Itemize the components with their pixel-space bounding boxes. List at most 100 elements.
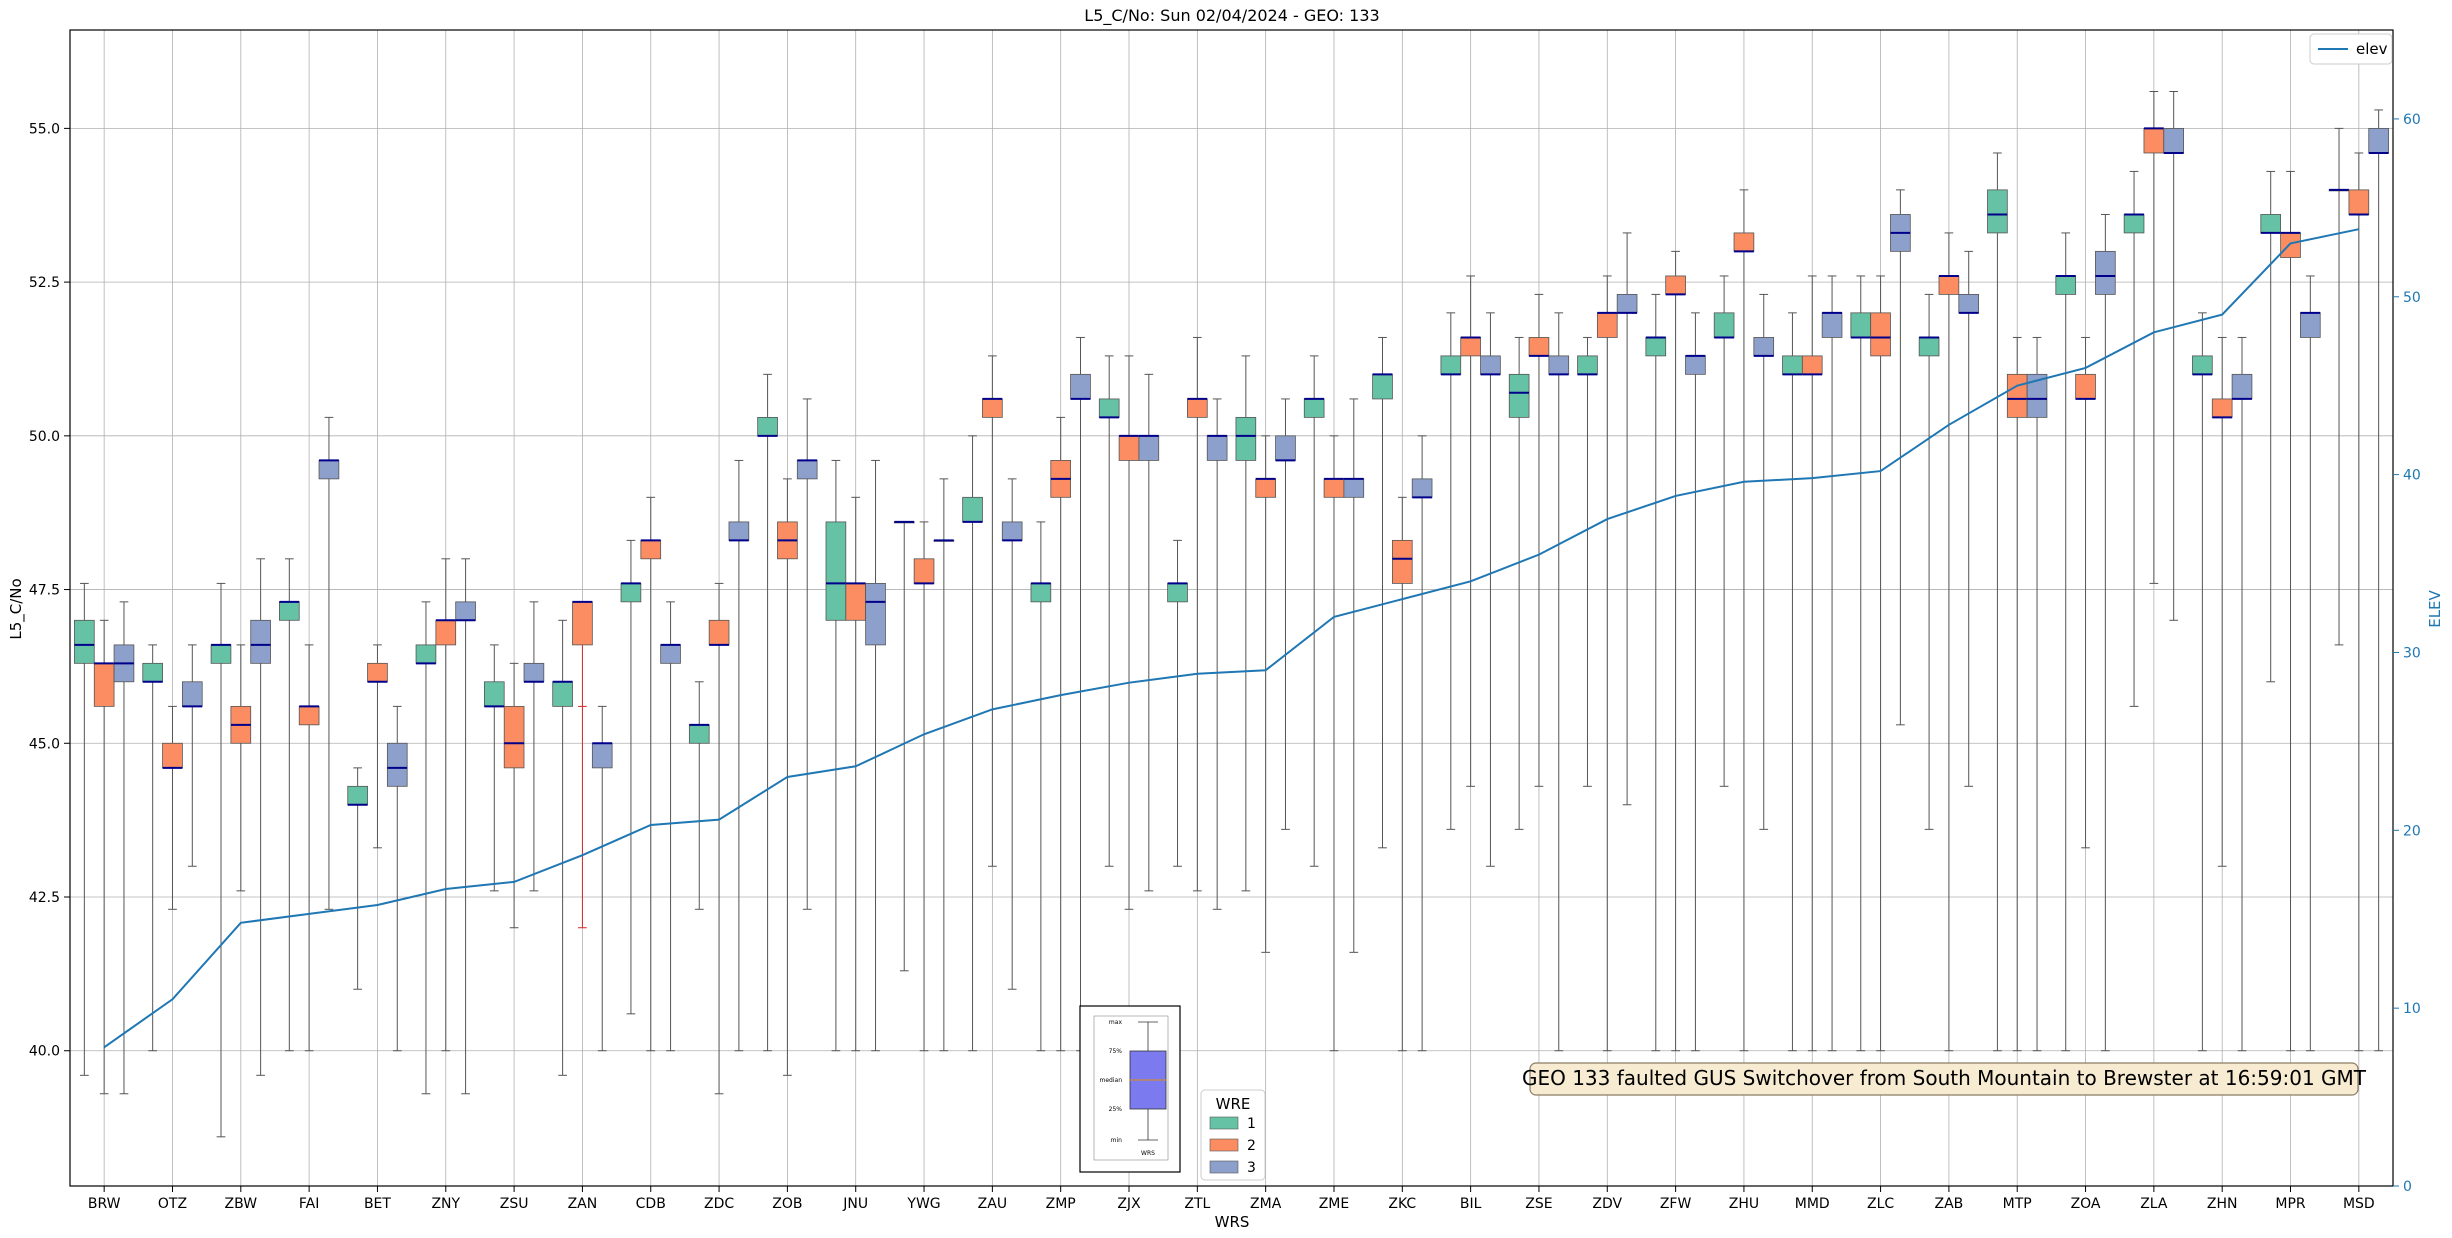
box-wre-3: [2231, 373, 2253, 400]
legend-elev-label: elev: [2356, 40, 2388, 58]
switchover-annotation: GEO 133 faulted GUS Switchover from Sout…: [1522, 1062, 2367, 1096]
legend-wre-3: 3: [1247, 1160, 1256, 1176]
x-tick-label: MPR: [2275, 1196, 2306, 1212]
x-tick-label: ZSU: [500, 1196, 529, 1212]
box-wre-1: [1235, 416, 1257, 461]
box-wre-2: [982, 398, 1003, 418]
box-wre-3: [1548, 355, 1570, 375]
box-wre-1: [1098, 398, 1120, 418]
box-wre-3: [1685, 355, 1706, 375]
x-tick-label: ZLA: [2140, 1196, 2168, 1212]
box-wre-2: [1938, 275, 1960, 295]
legend-wre-2: 2: [1247, 1138, 1256, 1154]
box-wre-3: [660, 644, 681, 664]
elev-line: [103, 228, 2360, 1049]
box-wre-1: [962, 496, 983, 523]
box-wre-1: [483, 681, 505, 707]
box-wre-3: [1343, 478, 1365, 498]
box-wre-3: [1753, 337, 1775, 357]
box-wre-1: [1850, 312, 1872, 338]
box-wre-2: [435, 619, 457, 646]
box-wre-3: [865, 583, 886, 646]
box-wre-2: [913, 558, 935, 584]
box-wre-2: [2006, 373, 2028, 418]
x-tick-label: ZOA: [2071, 1196, 2101, 1212]
box-wre-1: [1372, 373, 1393, 400]
box-wre-3: [523, 662, 545, 683]
y2-axis-label: ELEV: [2426, 589, 2444, 627]
box-wre-3: [796, 460, 818, 480]
x-tick-label: ZME: [1319, 1196, 1350, 1212]
x-tick-label: ZHN: [2207, 1196, 2238, 1212]
box-wre-3: [2368, 127, 2389, 154]
box-key-caption: WRS: [1141, 1150, 1155, 1157]
box-key-q3: 75%: [1109, 1048, 1123, 1055]
box-wre-1: [2123, 214, 2145, 234]
x-tick-label: FAI: [299, 1196, 319, 1212]
box-wre-1: [1508, 373, 1530, 418]
box-wre-2: [708, 619, 730, 646]
box-wre-2: [2280, 232, 2301, 258]
box-wre-1: [1918, 337, 1940, 357]
x-tick-label: BET: [364, 1196, 391, 1212]
box-wre-3: [1001, 521, 1023, 541]
box-wre-2: [93, 662, 115, 707]
box-wre-2: [1460, 337, 1481, 357]
box-wre-2: [640, 539, 662, 560]
box-wre-2: [845, 583, 867, 621]
box-wre-2: [1733, 232, 1755, 252]
box-wre-3: [1138, 435, 1160, 461]
chart-title: L5_C/No: Sun 02/04/2024 - GEO: 133: [1084, 6, 1379, 26]
box-whiskers: [79, 90, 2384, 1138]
box-wre-3: [728, 521, 750, 541]
box-wre-1: [2260, 214, 2282, 234]
x-tick-label: ZFW: [1660, 1196, 1692, 1212]
box-wre-2: [1596, 312, 1618, 338]
box-wre-1: [2055, 275, 2077, 295]
box-wre-2: [2348, 189, 2370, 215]
y-axis-left: 40.0 42.5 45.0 47.5 50.0 52.5 55.0: [29, 121, 70, 1060]
box-wre-2: [1118, 435, 1140, 461]
box-key-inset: max 75% median 25% min WRS: [1079, 1005, 1181, 1173]
box-wre-2: [1392, 539, 1413, 584]
box-wre-2: [503, 705, 525, 769]
y-axis-label: L5_C/No: [7, 578, 26, 639]
x-tick-label: OTZ: [158, 1196, 187, 1212]
box-wre-3: [455, 601, 476, 621]
box-wre-2: [1870, 312, 1891, 357]
box-wre-1: [1303, 398, 1325, 418]
box-wre-1: [74, 619, 95, 664]
box-wre-3: [1958, 294, 1980, 314]
box-wre-1: [1782, 355, 1803, 375]
y-tick-label: 50.0: [29, 429, 60, 445]
box-wre-2: [572, 601, 593, 646]
box-wre-1: [1645, 337, 1667, 357]
x-tick-label: ZLC: [1867, 1196, 1894, 1212]
box-key-max: max: [1109, 1019, 1123, 1026]
y2-tick-label: 30: [2403, 645, 2421, 661]
legend-wre-title: WRE: [1216, 1095, 1251, 1113]
box-wre-2: [162, 742, 183, 769]
x-tick-label: MSD: [2343, 1196, 2375, 1212]
box-wre-2: [1323, 478, 1345, 498]
box-wre-3: [181, 681, 203, 707]
box-wre-3: [1206, 435, 1228, 461]
box-wre-3: [591, 742, 613, 769]
x-axis: BRW OTZ ZBW FAI BET ZNY ZSU ZAN CDB ZDC ZOB JNU YWG Z…: [88, 1186, 2375, 1212]
box-wre-2: [367, 662, 388, 683]
box-wre-1: [142, 662, 163, 683]
box-wre-3: [1411, 478, 1433, 498]
box-wre-2: [2143, 127, 2165, 154]
grid-lines: [70, 30, 2393, 1186]
x-tick-label: ZDC: [704, 1196, 734, 1212]
x-tick-label: ZAU: [978, 1196, 1007, 1212]
y-tick-label: 45.0: [29, 736, 60, 752]
box-wre-1: [279, 601, 300, 621]
x-tick-label: ZSE: [1525, 1196, 1552, 1212]
box-wre-1: [1713, 312, 1735, 338]
x-tick-label: ZMP: [1046, 1196, 1076, 1212]
box-wre-1: [757, 416, 778, 437]
x-tick-label: MTP: [2003, 1196, 2032, 1212]
box-wre-1: [620, 583, 642, 603]
box-wre-2: [1255, 478, 1276, 498]
